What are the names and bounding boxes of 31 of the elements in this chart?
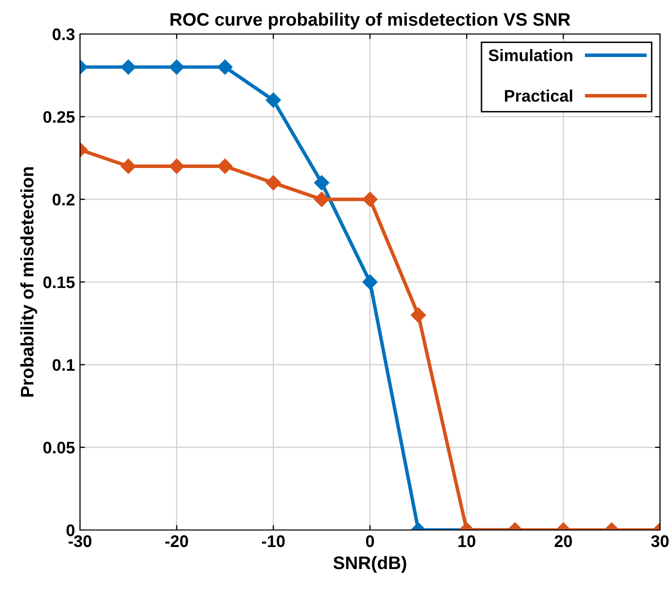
point <box>362 274 378 290</box>
point <box>362 192 378 207</box>
x-axis-title: SNR(dB) <box>333 556 406 573</box>
y-tick-label: 0.15 <box>43 276 75 288</box>
x-tick-label: -30 <box>68 535 92 548</box>
y-tick-label: 0.25 <box>43 111 75 123</box>
point <box>120 59 136 75</box>
point <box>266 175 281 190</box>
y-tick-label: 0.1 <box>52 359 75 371</box>
x-tick-label: 0 <box>366 535 374 548</box>
x-tick-label: 10 <box>458 535 476 548</box>
point <box>169 158 184 174</box>
point <box>266 92 281 108</box>
y-tick-label: 0 <box>66 524 74 536</box>
point <box>169 59 184 75</box>
x-tick-label: -10 <box>262 535 285 548</box>
y-tick-label: 0.2 <box>52 194 74 206</box>
y-tick-label: 0.3 <box>52 28 75 40</box>
x-tick-label: -20 <box>165 535 188 548</box>
point <box>217 59 233 75</box>
chart-title: ROC curve probability of misdetection VS SNR <box>170 12 570 30</box>
point <box>120 158 136 174</box>
y-axis-title: Probability of misdetection <box>20 167 38 397</box>
point <box>314 192 330 207</box>
x-tick-label: 20 <box>554 535 572 548</box>
legend-label: Practical <box>504 90 572 102</box>
x-tick-label: 30 <box>651 535 669 548</box>
point <box>217 158 233 174</box>
point <box>314 175 330 190</box>
legend-label: Simulation <box>488 49 572 62</box>
y-tick-label: 0.05 <box>43 442 75 454</box>
